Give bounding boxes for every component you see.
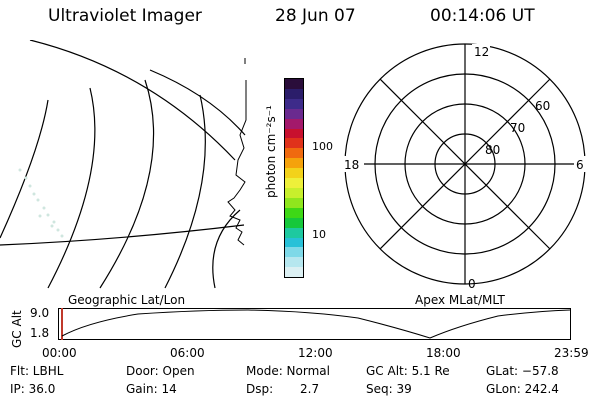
seq-info: Seq: 39 [366,382,412,396]
glon-info: GLon: 242.4 [486,382,559,396]
time-label: 00:14:06 UT [430,6,535,26]
colorbar-segment [285,187,303,198]
timeline-y-axis-label: GC Alt [10,310,24,348]
mode-info: Mode: Normal [246,364,330,378]
colorbar-segment [285,79,303,89]
dsp-value: 2.7 [300,382,320,396]
polar-label-18: 18 [344,158,359,172]
colorbar-segment [285,217,303,228]
dsp-label: Dsp: [246,382,274,396]
aurora-emission [18,168,64,238]
gc-alt-info: GC Alt: 5.1 Re [366,364,450,378]
colorbar-segment [285,138,303,149]
timeline-right-label: Apex MLat/MLT [415,293,505,307]
map-grid-line [0,99,49,239]
colorbar-segment [285,168,303,179]
colorbar-tick-10: 10 [312,228,326,241]
coastline [227,58,247,246]
map-grid-line [99,79,155,289]
polar-ring-label-80: 80 [485,143,500,157]
map-grid-line [149,69,246,136]
timeline-x-tick-3: 18:00 [426,346,461,360]
map-grid-line [29,40,236,161]
date-label: 28 Jun 07 [275,6,356,26]
timeline-left-label: Geographic Lat/Lon [68,293,186,307]
ip-info: IP: 36.0 [10,382,56,396]
imager-title: Ultraviolet Imager [48,6,202,26]
gain-info: Gain: 14 [126,382,177,396]
colorbar-segment [285,237,303,248]
altitude-curve [61,309,571,339]
map-grid-line [47,87,96,289]
colorbar-segment [285,257,303,268]
timeline-x-tick-1: 06:00 [170,346,205,360]
polar-ring-label-60: 60 [535,99,550,113]
polar-label-0: 0 [468,277,476,291]
filter-info: Flt: LBHL [10,364,64,378]
colorbar-segment [285,227,303,238]
colorbar-segment [285,118,303,129]
timeline-x-tick-0: 00:00 [42,346,77,360]
colorbar-segment [285,178,303,188]
polar-plot: 12 18 6 0 60 70 80 [342,43,588,291]
colorbar-segment [285,247,303,258]
colorbar-segment [285,88,303,99]
colorbar-segment [285,207,303,218]
colorbar-segment [285,128,303,139]
polar-ring-label-70: 70 [510,121,525,135]
colorbar-unit-label: photon cm⁻²s⁻¹ [264,105,278,198]
colorbar-tick-100: 100 [312,140,333,153]
timeline-x-tick-2: 12:00 [298,346,333,360]
colorbar-segment [285,108,303,119]
polar-label-6: 6 [576,158,584,172]
map-grid-line [164,94,206,289]
map-grid-line [212,209,241,289]
map-grid-line [0,224,245,246]
timeline-y-tick-min: 1.8 [30,326,50,340]
colorbar-segment [285,98,303,109]
colorbar-segment [285,267,303,278]
glat-info: GLat: −57.8 [486,364,559,378]
colorbar-segment [285,158,303,169]
door-info: Door: Open [126,364,195,378]
polar-diagonal [379,78,551,250]
polar-label-12: 12 [474,45,489,59]
colorbar-segment [285,197,303,208]
colorbar-segment [285,148,303,159]
colorbar [284,78,304,278]
timeline-y-tick-max: 9.0 [30,306,50,320]
timeline-x-tick-4: 23:59 [554,346,589,360]
geographic-map [0,40,247,289]
altitude-timeline [58,308,571,340]
